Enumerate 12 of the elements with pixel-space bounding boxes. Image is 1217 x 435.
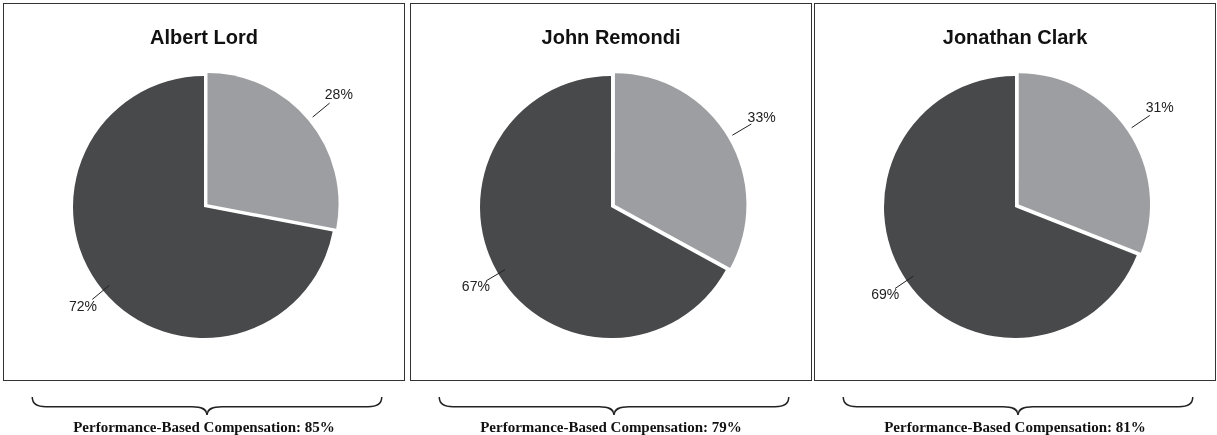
data-label: 33%	[747, 108, 776, 125]
chart-title: Albert Lord	[150, 25, 258, 48]
chart-title: Jonathan Clark	[942, 25, 1089, 48]
text: Performance-Based Compensation: 79%	[479, 419, 743, 435]
chart-title: John Remondi	[541, 25, 681, 48]
data-label: 72%	[69, 297, 98, 314]
data-label: 28%	[324, 86, 353, 103]
text: Performance-Based Compensation: 85%	[72, 419, 336, 435]
data-label: 69%	[871, 286, 900, 303]
data-label: 31%	[1145, 99, 1174, 116]
text: Performance-Based Compensation: 81%	[883, 419, 1147, 435]
data-label: 67%	[461, 277, 490, 294]
